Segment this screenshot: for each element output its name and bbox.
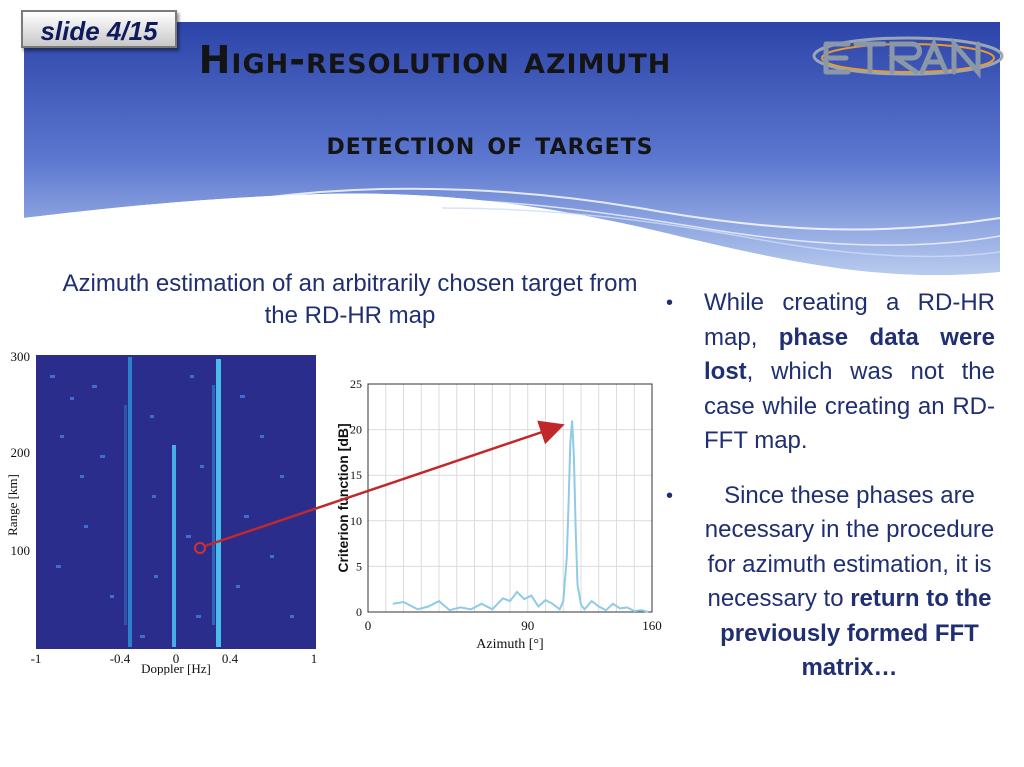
rd-xlabel: Doppler [Hz]: [141, 661, 211, 675]
bullet-1-text-bold: phase data were lost: [704, 323, 995, 386]
selected-target-marker: [194, 542, 206, 554]
bullet-1-text-b: , which was not the case while creating …: [704, 358, 995, 454]
header-wave-graphic: [24, 22, 1001, 284]
bullet-item-1: • While creating a RD-HR map, phase data…: [660, 286, 995, 459]
rd-ytick-100: 100: [11, 543, 31, 558]
chart-xtick-label: 0: [365, 618, 372, 633]
chart-xlabel: Azimuth [°]: [476, 637, 543, 652]
azimuth-criterion-chart: 0 5 10 15 20 25 0 90 160 Azimuth [°] Criterion …: [335, 377, 662, 652]
bullet-dot: •: [666, 484, 674, 507]
bullet-1-text-a: While creating a RD-HR map,: [704, 289, 995, 351]
chart-ylabel: Criterion function [dB]: [335, 423, 351, 572]
header-banner: [22, 22, 1002, 284]
chart-ytick-label: 15: [350, 468, 362, 482]
bullet-item-2: • Since these phases are necessary in th…: [660, 479, 995, 686]
etran-logo: [812, 36, 1004, 79]
chart-ytick-label: 10: [350, 514, 362, 528]
chart-ytick-label: 0: [356, 605, 362, 619]
chart-grid: [368, 384, 652, 612]
chart-ytick-label: 20: [350, 423, 362, 437]
chart-xtick-label: 160: [642, 618, 662, 633]
bullet-dot: •: [666, 292, 674, 314]
bullet-2-text-a: Since these phases are necessary in the …: [704, 481, 995, 613]
chart-xtick-label: 90: [521, 618, 534, 633]
rd-xtick-m1: -1: [31, 651, 42, 666]
bullet-2-text-bold: return to the previously formed FFT matr…: [720, 585, 992, 681]
rd-ytick-200: 200: [11, 445, 31, 460]
rd-xtick-m04: -0.4: [110, 651, 131, 666]
chart-ytick-label: 25: [350, 377, 362, 391]
slide-title-line-1: High-resolution azimuth: [198, 38, 672, 82]
chart-ytick-label: 5: [356, 559, 362, 573]
figure-caption: Azimuth estimation of an arbitrarily cho…: [62, 270, 638, 329]
bullet-list: • While creating a RD-HR map, phase data…: [660, 286, 995, 686]
rd-ylabel: Range [km]: [5, 474, 20, 536]
rd-ytick-300: 300: [11, 349, 31, 364]
rd-xtick-04: 0.4: [222, 651, 239, 666]
slide-title-line-2: detection of targets: [326, 124, 654, 162]
rd-hr-map: 300 200 100 -1 -0.4 0 0.4 1 Doppler [Hz]…: [5, 349, 318, 675]
rd-xtick-0: 0: [173, 651, 180, 666]
chart-series-line: [392, 420, 649, 613]
slide-number-badge: slide 4/15: [21, 10, 177, 48]
rd-xtick-1: 1: [311, 651, 318, 666]
